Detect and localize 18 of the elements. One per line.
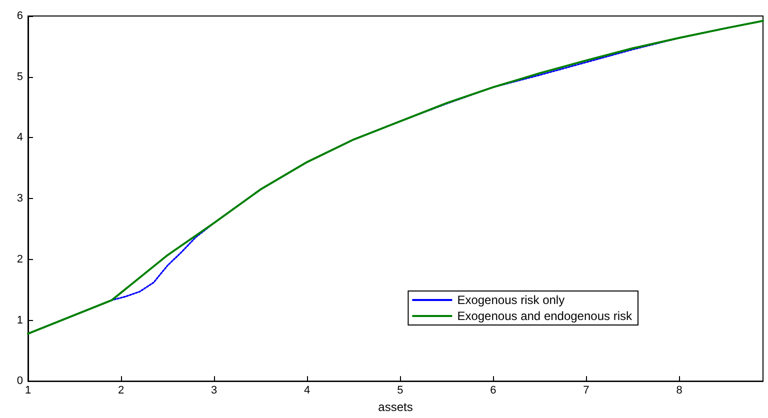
legend-label: Exogenous risk only	[457, 293, 565, 307]
y-tick-label: 0	[16, 375, 23, 388]
x-tick-label: 7	[583, 384, 590, 397]
y-tick-label: 3	[16, 192, 23, 205]
y-tick-label: 5	[16, 70, 23, 83]
x-tick-label: 6	[490, 384, 496, 397]
y-tick-label: 4	[16, 132, 23, 144]
x-axis-title: assets	[378, 400, 413, 414]
x-tick-label: 5	[397, 384, 404, 397]
y-tick-label: 2	[16, 253, 23, 266]
x-tick-label: 8	[676, 384, 682, 397]
y-tick-label: 6	[16, 10, 23, 22]
x-tick-label: 1	[24, 384, 32, 397]
x-tick-label: 3	[211, 384, 218, 397]
y-tick-label: 1	[16, 314, 23, 326]
x-tick-label: 2	[118, 384, 124, 397]
x-tick-label: 4	[304, 384, 310, 397]
legend-label: Exogenous and endogenous risk	[457, 309, 633, 323]
